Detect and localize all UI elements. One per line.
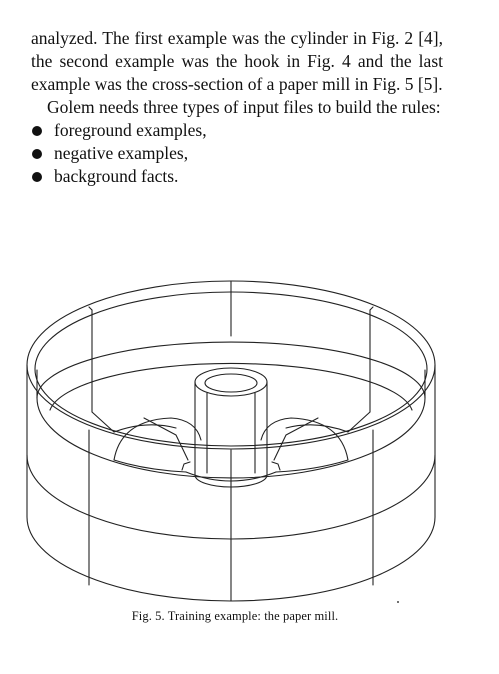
list-item: negative examples, xyxy=(31,142,443,165)
rim-segment-line xyxy=(369,306,374,311)
list-item: foreground examples, xyxy=(31,119,443,142)
floor-dome-segment xyxy=(143,417,189,461)
body-text: analyzed. The first example was the cyli… xyxy=(31,27,443,188)
rim-segment-line xyxy=(88,306,93,311)
list-item: background facts. xyxy=(31,165,443,188)
center-column-collar xyxy=(185,471,277,482)
center-column-collar xyxy=(181,461,191,471)
center-column-top-inner xyxy=(204,373,258,393)
floor-dome-segment xyxy=(113,417,202,461)
floor-section-line xyxy=(285,424,349,433)
floor-dome-segment xyxy=(113,459,187,473)
bullet-icon xyxy=(32,149,42,159)
floor-section-line xyxy=(347,411,371,433)
paper-mill-figure xyxy=(26,270,456,610)
input-file-list: foreground examples, negative examples, … xyxy=(31,119,443,188)
list-item-text: foreground examples, xyxy=(54,120,207,140)
scan-speck xyxy=(397,601,399,603)
list-item-text: negative examples, xyxy=(54,143,189,163)
floor-section-line xyxy=(91,411,115,433)
list-item-text: background facts. xyxy=(54,166,179,186)
paper-mill-drawing xyxy=(26,280,436,602)
floor-front-edge xyxy=(36,397,426,479)
floor-inner-ring xyxy=(49,362,413,411)
center-column-collar xyxy=(271,461,281,471)
floor-section-line xyxy=(113,424,177,433)
floor-dome-segment xyxy=(275,459,349,473)
floor-dome-segment xyxy=(260,417,349,461)
floor-dome-segment xyxy=(273,417,319,461)
paragraph-input-files: Golem needs three types of input files t… xyxy=(47,97,441,117)
bullet-icon xyxy=(32,172,42,182)
center-column-base xyxy=(194,474,268,488)
bullet-icon xyxy=(32,126,42,136)
figure-caption: Fig. 5. Training example: the paper mill… xyxy=(131,609,339,623)
floor-back-edge xyxy=(36,341,426,399)
paragraph-examples: analyzed. The first example was the cyli… xyxy=(31,28,443,94)
